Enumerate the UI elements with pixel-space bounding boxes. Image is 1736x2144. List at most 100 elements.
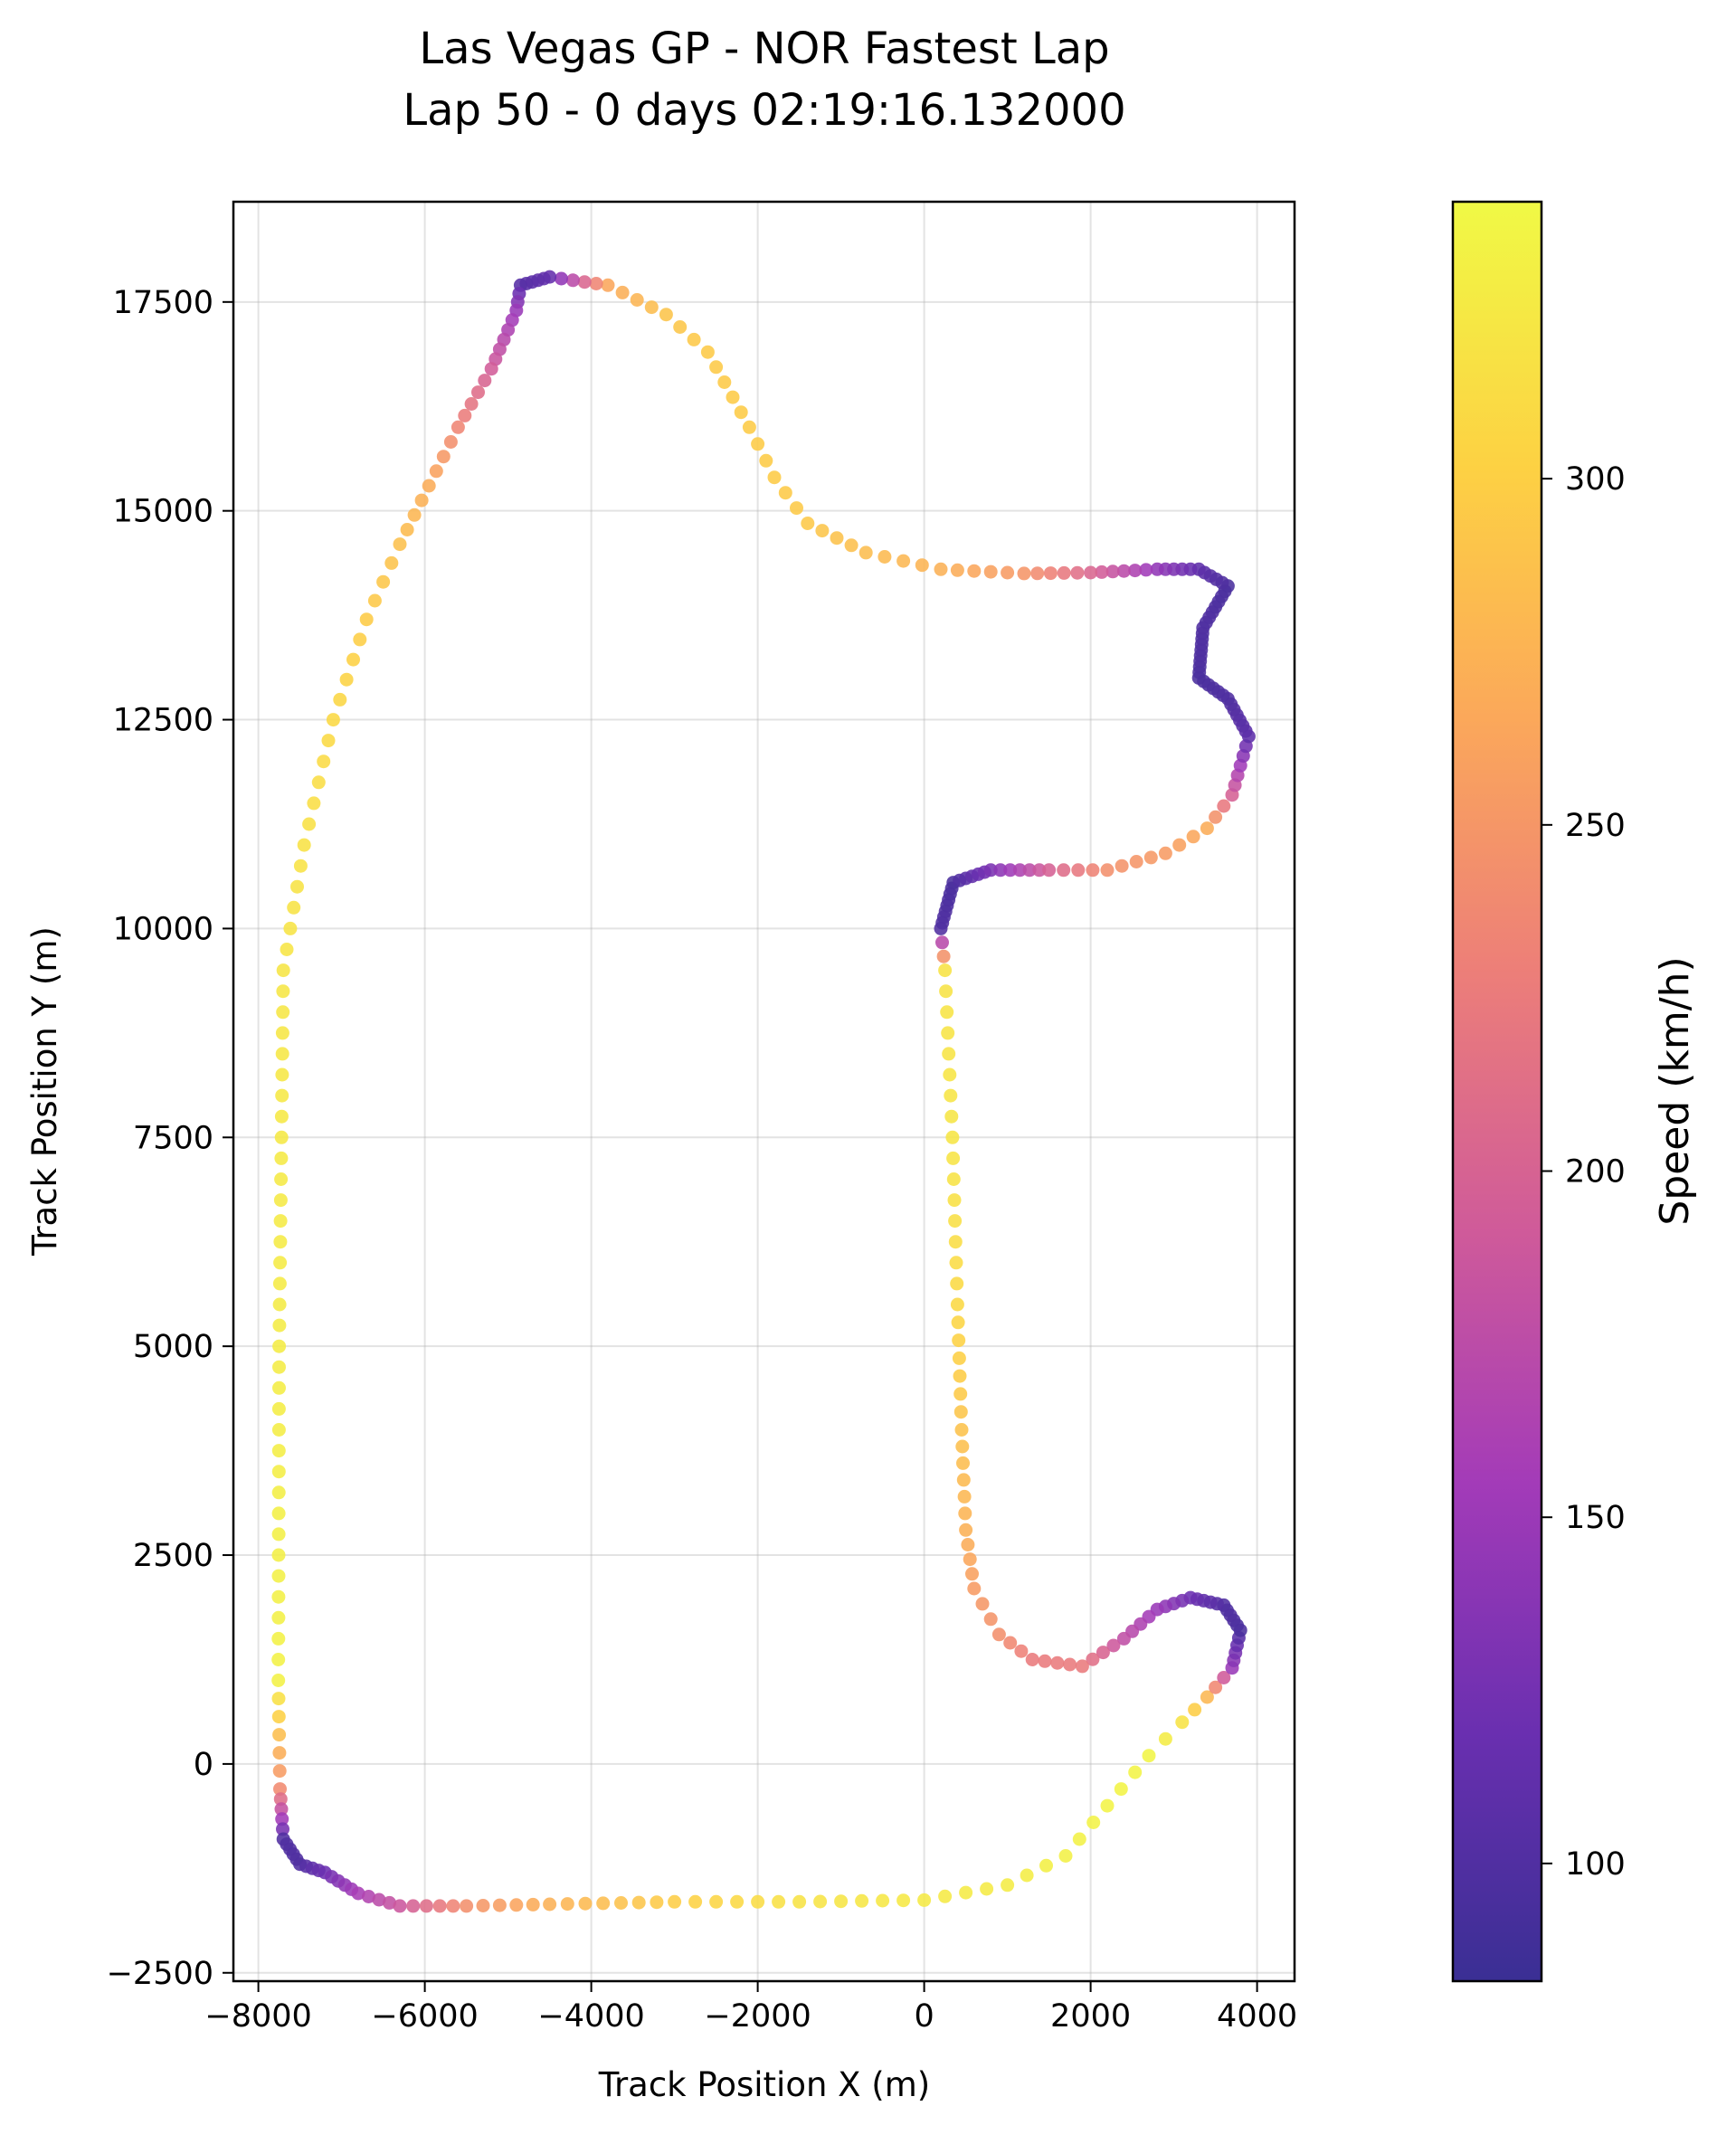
- track-point: [422, 479, 436, 493]
- track-point: [271, 1506, 286, 1521]
- track-points: [271, 270, 1256, 1913]
- colorbar-ticks: 100 150 200 250 300: [1542, 461, 1626, 1883]
- track-point: [275, 1067, 289, 1082]
- track-point: [565, 273, 580, 288]
- track-point: [273, 1256, 288, 1270]
- track-point: [709, 360, 724, 375]
- track-point: [1084, 565, 1098, 580]
- track-point: [271, 1692, 286, 1706]
- track-point: [271, 1485, 286, 1500]
- track-point: [271, 1589, 286, 1604]
- track-point: [958, 1506, 972, 1521]
- track-point: [1158, 846, 1172, 860]
- track-point: [271, 1674, 286, 1687]
- track-point: [1050, 1655, 1065, 1670]
- track-point: [1038, 1654, 1052, 1668]
- track-point: [1100, 1798, 1115, 1813]
- track-point: [321, 734, 336, 748]
- track-point: [1086, 1816, 1101, 1829]
- track-point: [1100, 863, 1115, 878]
- track-point: [393, 537, 407, 552]
- track-point: [276, 1005, 290, 1020]
- track-point: [938, 963, 953, 978]
- track-point: [346, 652, 360, 667]
- track-point: [1217, 1671, 1231, 1684]
- track-point: [991, 1627, 1006, 1642]
- track-point: [362, 1890, 375, 1903]
- track-point: [1042, 863, 1057, 878]
- track-point: [959, 1885, 973, 1900]
- track-point: [944, 1109, 959, 1124]
- track-point: [834, 1894, 849, 1909]
- track-point: [478, 374, 492, 388]
- track-point: [1086, 1652, 1100, 1666]
- colorbar-tick-label: 150: [1565, 1500, 1626, 1536]
- track-point: [965, 1567, 979, 1581]
- track-point: [276, 1822, 289, 1836]
- x-tick-label: 0: [914, 1998, 934, 2035]
- track-point: [1128, 1765, 1143, 1779]
- track-point: [414, 493, 429, 508]
- track-point: [673, 320, 688, 334]
- track-point: [276, 963, 290, 978]
- x-tick-label: −8000: [204, 1998, 311, 2035]
- track-point: [717, 375, 732, 389]
- track-point: [949, 1256, 963, 1270]
- track-point: [877, 550, 892, 564]
- track-point: [993, 863, 1008, 878]
- track-point: [339, 672, 354, 687]
- y-tick-label: 15000: [113, 494, 213, 530]
- track-point: [492, 1898, 507, 1912]
- y-axis-label: Track Position Y (m): [25, 926, 64, 1257]
- track-point: [688, 1894, 703, 1909]
- track-point: [946, 1172, 961, 1186]
- track-point: [956, 1456, 970, 1470]
- grid-lines: [233, 202, 1295, 1981]
- track-point: [293, 859, 308, 873]
- track-point: [273, 1214, 288, 1229]
- track-point: [1020, 1868, 1034, 1883]
- track-point: [1188, 1703, 1202, 1717]
- track-point: [730, 1894, 745, 1909]
- track-point: [1032, 863, 1047, 878]
- track-point: [952, 1351, 966, 1365]
- track-point: [393, 1899, 407, 1913]
- track-point: [644, 300, 659, 315]
- track-point: [778, 486, 792, 500]
- track-point: [271, 1548, 286, 1562]
- track-point: [317, 754, 331, 769]
- track-point: [274, 1151, 289, 1165]
- track-point: [876, 1893, 890, 1908]
- track-point: [1022, 863, 1037, 878]
- track-point: [650, 1895, 664, 1910]
- track-point: [945, 1130, 960, 1144]
- track-point: [759, 453, 773, 468]
- track-point: [407, 508, 422, 522]
- track-point: [1096, 1646, 1110, 1660]
- track-point: [726, 390, 740, 404]
- y-tick-label: 10000: [113, 911, 213, 947]
- track-point: [801, 517, 815, 530]
- track-point: [772, 1894, 786, 1909]
- track-point: [961, 1538, 975, 1551]
- track-point: [1142, 1749, 1156, 1763]
- x-axis-ticks: −8000 −6000 −4000 −2000 0 2000 4000: [204, 1981, 1297, 2035]
- track-point: [1058, 1849, 1073, 1863]
- track-point: [980, 1882, 994, 1896]
- track-point: [950, 1276, 964, 1291]
- track-point: [975, 1597, 990, 1611]
- colorbar: [1451, 200, 1543, 1983]
- track-point: [400, 523, 414, 536]
- track-point: [1217, 799, 1231, 813]
- track-point: [290, 879, 304, 894]
- track-point: [302, 817, 317, 831]
- track-point: [596, 1896, 611, 1911]
- track-point: [859, 545, 873, 560]
- y-tick-label: 7500: [133, 1120, 213, 1156]
- track-point: [359, 612, 374, 627]
- track-point: [1071, 863, 1086, 878]
- track-point: [700, 345, 715, 359]
- track-point: [509, 1898, 524, 1912]
- track-point: [935, 935, 949, 950]
- track-point: [956, 1473, 971, 1487]
